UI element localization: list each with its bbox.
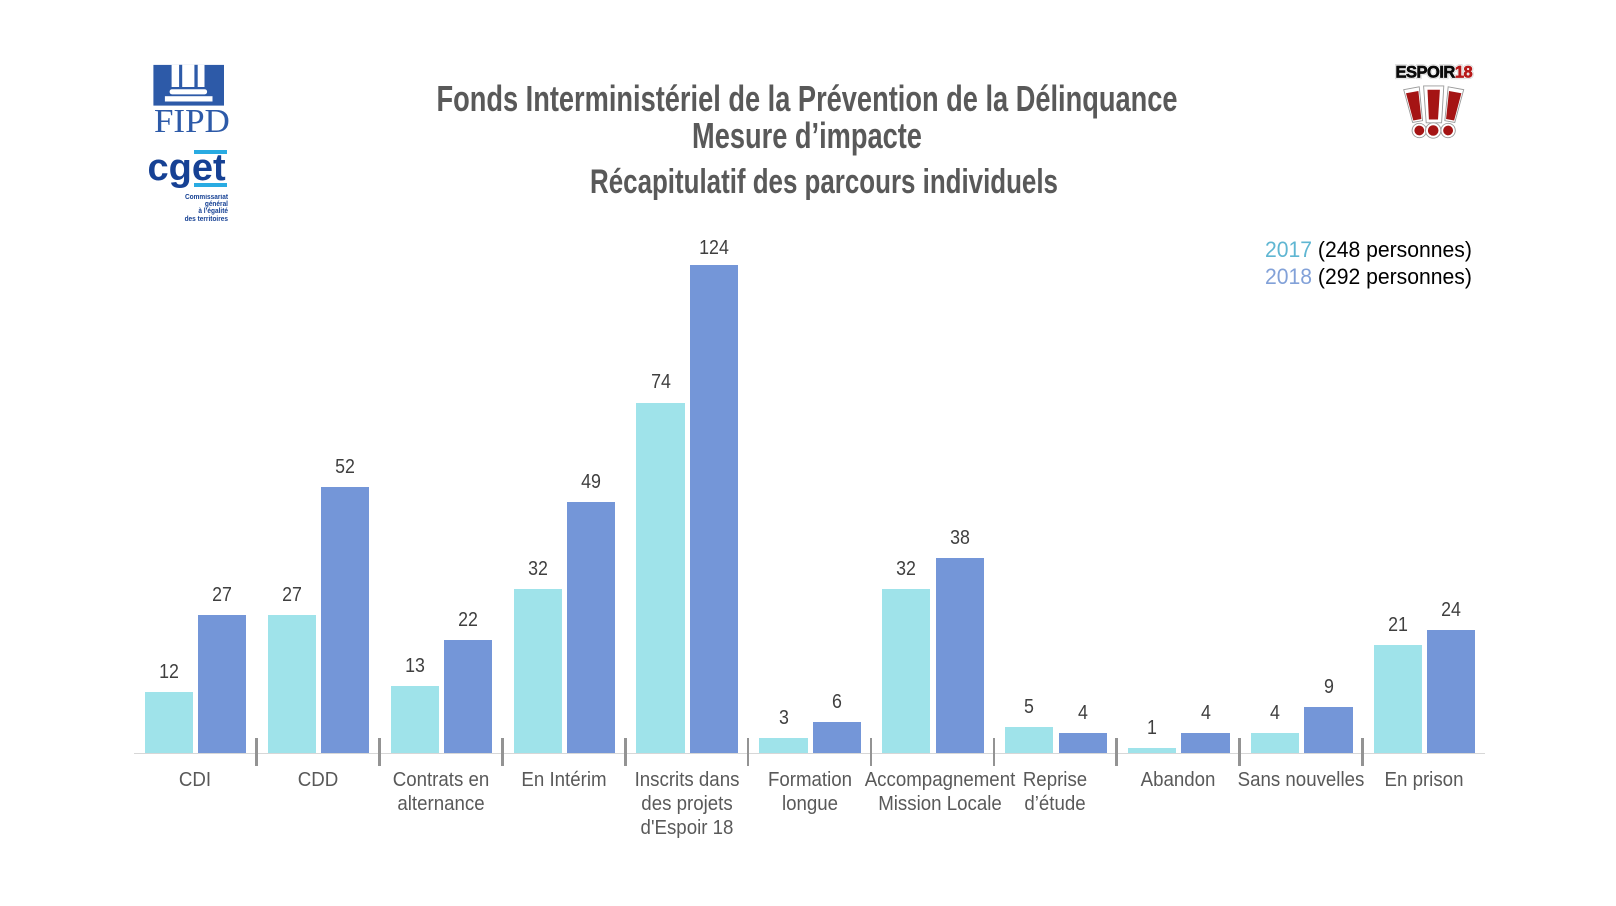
svg-text:ESPOIR18: ESPOIR18 xyxy=(1396,62,1473,81)
svg-text:FIPD: FIPD xyxy=(154,102,230,139)
svg-text:ESPOIR18: ESPOIR18 xyxy=(1396,62,1473,81)
svg-text:ESPOIR18: ESPOIR18 xyxy=(1396,62,1473,81)
